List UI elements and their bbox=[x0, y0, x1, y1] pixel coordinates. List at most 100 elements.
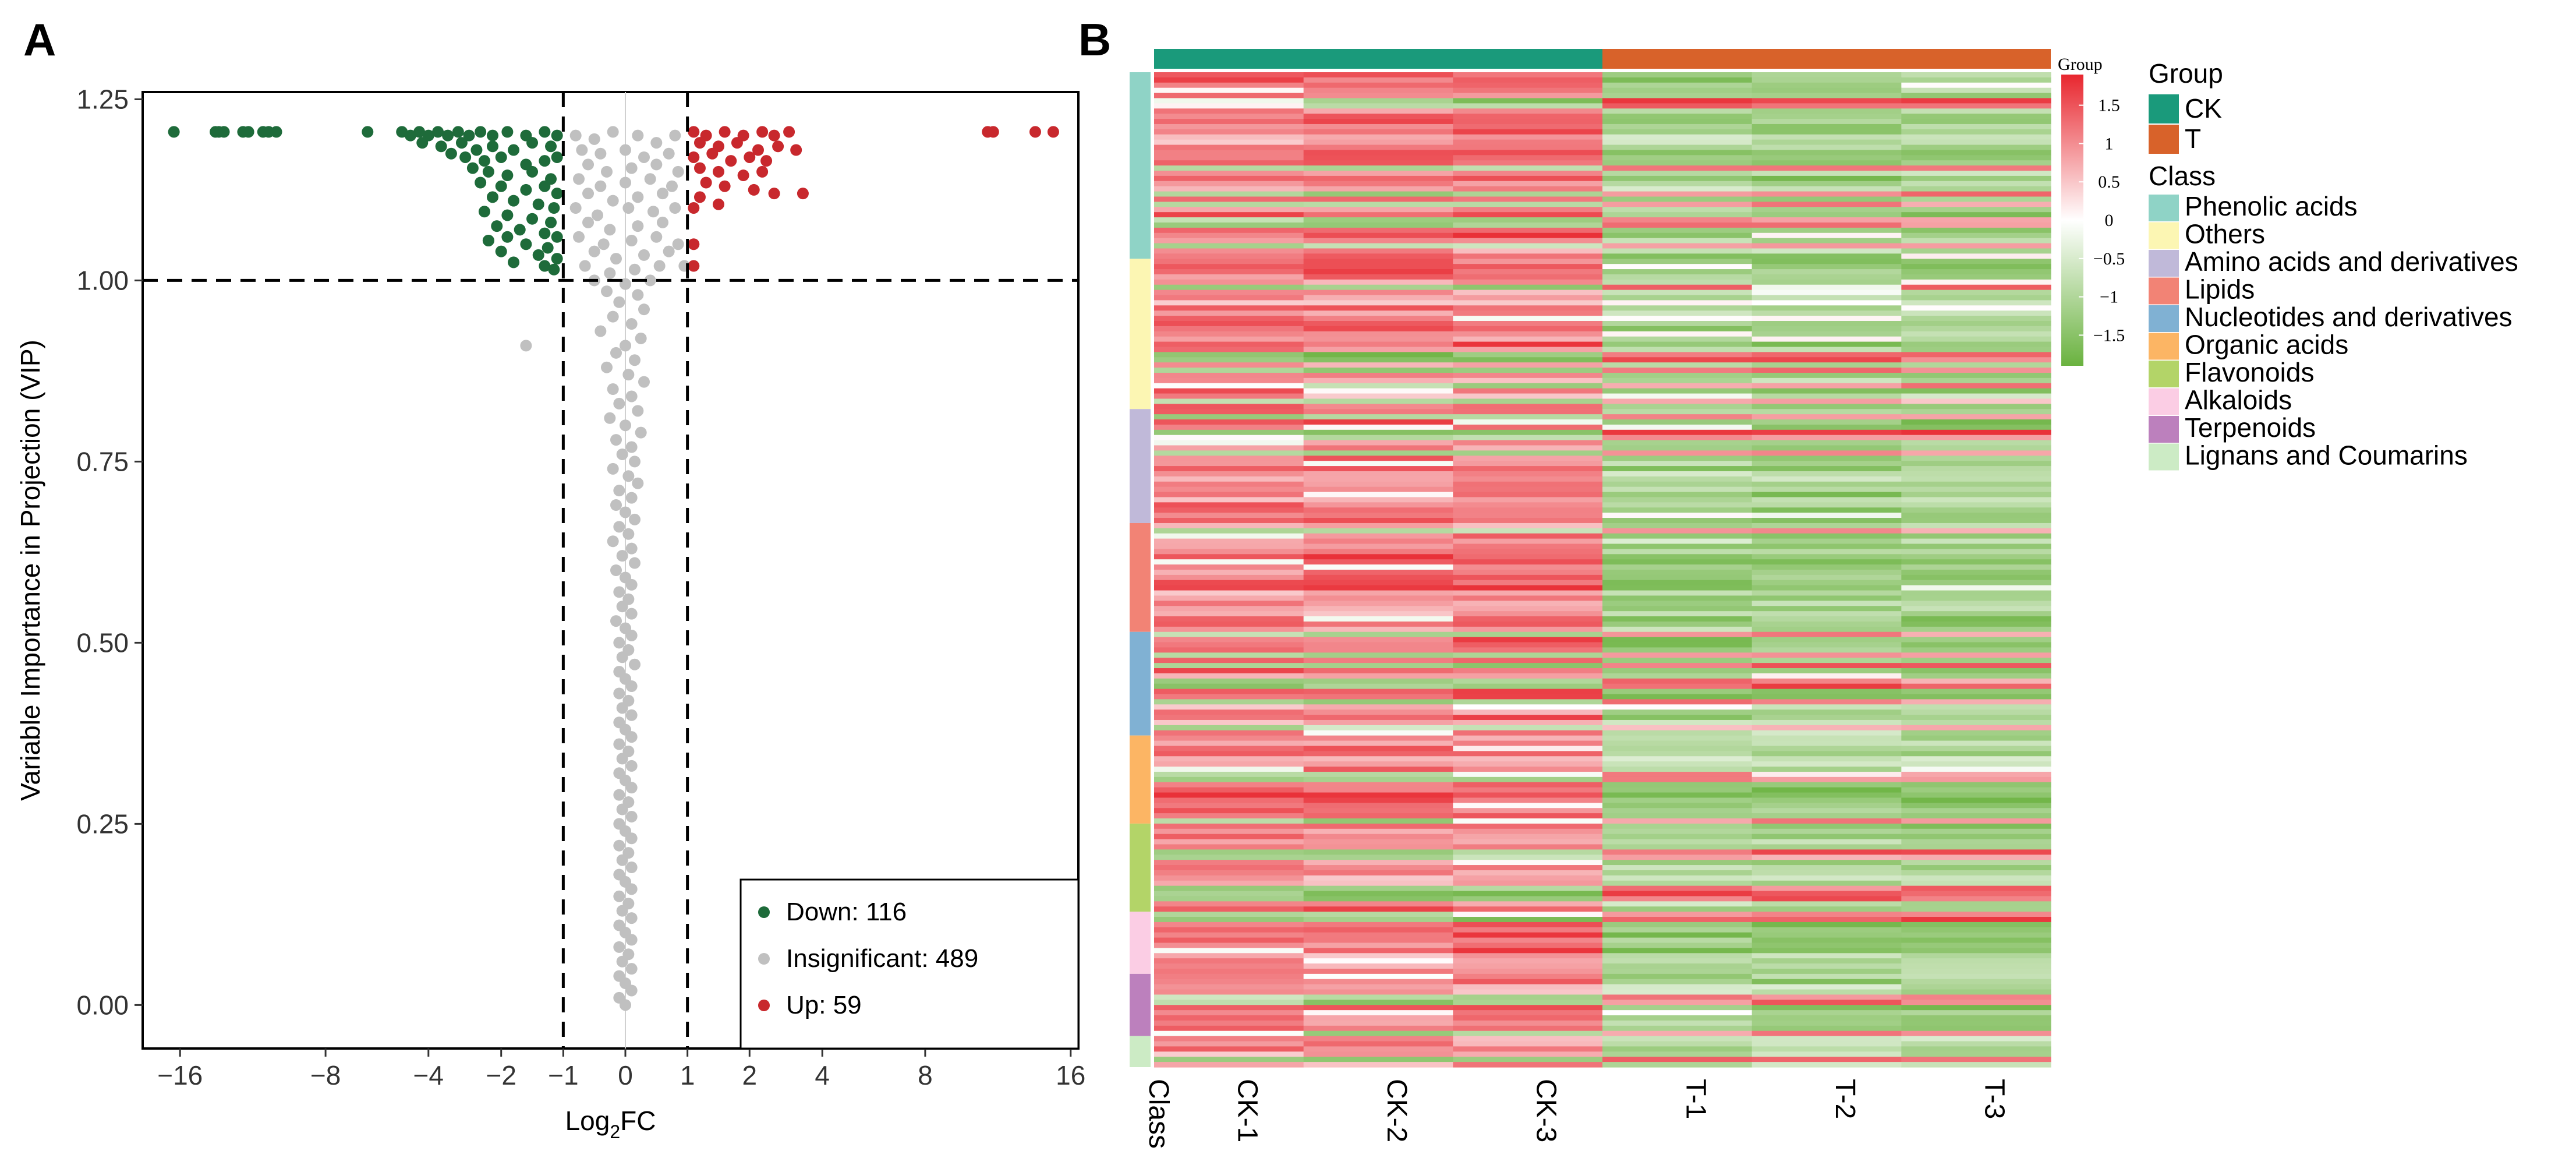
heat-cell-18-5 bbox=[1901, 165, 2051, 171]
heat-cell-121-3 bbox=[1602, 699, 1753, 705]
heat-cell-119-0 bbox=[1154, 689, 1304, 695]
heat-cell-164-0 bbox=[1154, 922, 1304, 928]
heat-cell-47-0 bbox=[1154, 316, 1304, 322]
heat-cell-154-5 bbox=[1901, 870, 2051, 876]
heat-cell-112-5 bbox=[1901, 652, 2051, 658]
heat-cell-39-1 bbox=[1303, 274, 1453, 280]
point-2-25 bbox=[693, 191, 706, 203]
heat-cell-47-5 bbox=[1901, 316, 2051, 322]
heat-cell-57-5 bbox=[1901, 368, 2051, 373]
heat-cell-127-4 bbox=[1751, 730, 1902, 736]
heat-cell-45-2 bbox=[1453, 305, 1603, 311]
point-0-31 bbox=[545, 140, 557, 153]
heat-cell-114-5 bbox=[1901, 663, 2051, 669]
point-0-18 bbox=[475, 126, 487, 138]
heat-cell-161-4 bbox=[1751, 906, 1902, 912]
heat-cell-1-4 bbox=[1751, 77, 1902, 83]
heat-cell-183-2 bbox=[1453, 1020, 1603, 1026]
heat-cell-176-3 bbox=[1602, 984, 1753, 990]
point-0-27 bbox=[470, 144, 483, 156]
heat-cell-150-1 bbox=[1303, 849, 1453, 855]
heat-cell-61-0 bbox=[1154, 388, 1304, 394]
heat-cell-56-0 bbox=[1154, 362, 1304, 368]
heat-cell-38-4 bbox=[1751, 269, 1902, 275]
heat-cell-134-3 bbox=[1602, 767, 1753, 772]
heat-cell-156-5 bbox=[1901, 880, 2051, 887]
heat-cell-87-1 bbox=[1303, 523, 1453, 529]
heat-cell-62-2 bbox=[1453, 393, 1603, 400]
heat-cell-30-4 bbox=[1751, 227, 1902, 234]
heat-cell-55-4 bbox=[1751, 357, 1902, 363]
heat-cell-169-3 bbox=[1602, 948, 1753, 954]
heat-cell-169-5 bbox=[1901, 948, 2051, 954]
heat-cell-49-5 bbox=[1901, 326, 2051, 332]
heat-cell-130-5 bbox=[1901, 746, 2051, 751]
heat-cell-105-1 bbox=[1303, 616, 1453, 622]
heat-cell-88-0 bbox=[1154, 528, 1304, 534]
heat-cell-79-2 bbox=[1453, 481, 1603, 488]
class-strip-7 bbox=[1130, 912, 1151, 974]
heat-cell-104-0 bbox=[1154, 611, 1304, 617]
heat-cell-61-1 bbox=[1303, 388, 1453, 394]
heat-cell-15-5 bbox=[1901, 150, 2051, 156]
heat-cell-97-2 bbox=[1453, 574, 1603, 581]
heat-cell-189-1 bbox=[1303, 1051, 1453, 1057]
class-strip-9 bbox=[1130, 1036, 1151, 1067]
heat-cell-170-3 bbox=[1602, 953, 1753, 959]
heat-cell-73-1 bbox=[1303, 450, 1453, 456]
heat-cell-5-5 bbox=[1901, 98, 2051, 104]
heat-cell-66-1 bbox=[1303, 414, 1453, 420]
heat-cell-25-2 bbox=[1453, 202, 1603, 207]
point-1-18 bbox=[620, 176, 632, 189]
heat-cell-112-1 bbox=[1303, 652, 1453, 658]
point-0-56 bbox=[545, 216, 557, 228]
heat-cell-133-3 bbox=[1602, 761, 1753, 767]
point-1-30 bbox=[582, 216, 595, 228]
heat-cell-25-5 bbox=[1901, 202, 2051, 207]
heat-cell-114-2 bbox=[1453, 663, 1603, 669]
heat-cell-144-3 bbox=[1602, 818, 1753, 824]
heat-cell-110-1 bbox=[1303, 642, 1453, 648]
heat-cell-154-0 bbox=[1154, 870, 1304, 876]
y-tick-label-1: 0.25 bbox=[76, 809, 129, 839]
point-0-5 bbox=[242, 126, 254, 138]
heat-cell-130-4 bbox=[1751, 746, 1902, 751]
heat-cell-36-3 bbox=[1602, 259, 1753, 264]
heat-cell-42-3 bbox=[1602, 290, 1753, 296]
heat-cell-188-3 bbox=[1602, 1046, 1753, 1052]
heat-cell-126-2 bbox=[1453, 725, 1603, 731]
heat-cell-158-0 bbox=[1154, 891, 1304, 897]
heat-cell-148-4 bbox=[1751, 839, 1902, 845]
heat-cell-96-4 bbox=[1751, 570, 1902, 576]
heat-cell-0-3 bbox=[1602, 72, 1753, 78]
heat-cell-76-0 bbox=[1154, 466, 1304, 472]
heat-cell-29-5 bbox=[1901, 222, 2051, 228]
heat-cell-63-1 bbox=[1303, 398, 1453, 404]
heat-cell-15-4 bbox=[1751, 150, 1902, 156]
heat-cell-143-2 bbox=[1453, 813, 1603, 819]
heat-cell-39-2 bbox=[1453, 274, 1603, 280]
heat-cell-139-1 bbox=[1303, 792, 1453, 799]
heat-cell-37-0 bbox=[1154, 264, 1304, 270]
point-1-35 bbox=[597, 238, 610, 250]
heat-cell-21-3 bbox=[1602, 181, 1753, 187]
heat-cell-99-3 bbox=[1602, 585, 1753, 591]
heat-cell-135-3 bbox=[1602, 771, 1753, 778]
heat-cell-0-1 bbox=[1303, 72, 1453, 78]
heat-cell-181-2 bbox=[1453, 1010, 1603, 1016]
heat-cell-7-3 bbox=[1602, 108, 1753, 114]
heat-cell-7-5 bbox=[1901, 108, 2051, 114]
heat-cell-30-5 bbox=[1901, 227, 2051, 234]
point-0-22 bbox=[539, 126, 551, 138]
heat-cell-68-4 bbox=[1751, 424, 1902, 430]
heat-cell-82-0 bbox=[1154, 497, 1304, 503]
point-1-121 bbox=[625, 782, 638, 794]
heat-cell-134-5 bbox=[1901, 767, 2051, 772]
heat-cell-140-5 bbox=[1901, 797, 2051, 803]
heat-cell-168-4 bbox=[1751, 942, 1902, 948]
heat-cell-167-2 bbox=[1453, 937, 1603, 944]
heat-cell-188-4 bbox=[1751, 1046, 1902, 1052]
heat-cell-21-0 bbox=[1154, 181, 1304, 187]
column-label-0: CK-1 bbox=[1232, 1079, 1262, 1142]
heat-cell-76-4 bbox=[1751, 466, 1902, 472]
